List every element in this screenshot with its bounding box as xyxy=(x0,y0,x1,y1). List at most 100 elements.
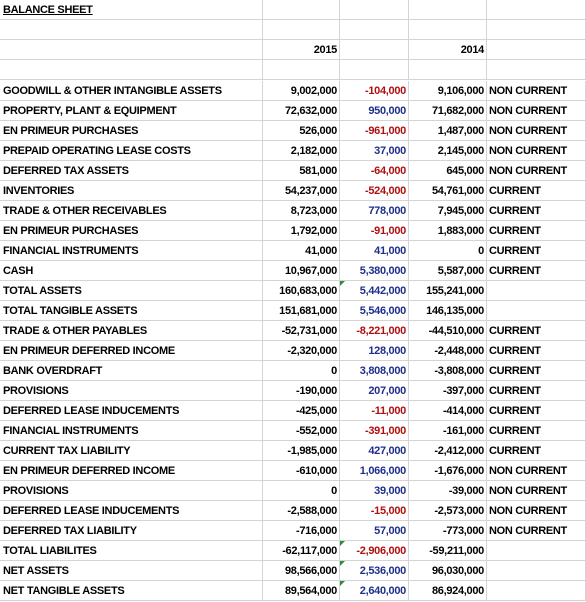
empty-cell[interactable] xyxy=(340,60,409,80)
asset-type[interactable]: CURRENT xyxy=(487,441,586,461)
change-value[interactable]: 41,000 xyxy=(340,241,409,261)
asset-type[interactable] xyxy=(487,541,586,561)
value-2014[interactable]: 155,241,000 xyxy=(409,281,487,301)
value-2014[interactable]: 86,924,000 xyxy=(409,581,487,601)
change-value[interactable]: -104,000 xyxy=(340,81,409,101)
row-label[interactable]: TRADE & OTHER PAYABLES xyxy=(0,321,263,341)
value-2014[interactable]: -44,510,000 xyxy=(409,321,487,341)
row-label[interactable]: PROVISIONS xyxy=(0,481,263,501)
value-2015[interactable]: 526,000 xyxy=(263,121,340,141)
change-value[interactable]: -15,000 xyxy=(340,501,409,521)
change-value[interactable]: 57,000 xyxy=(340,521,409,541)
value-2014[interactable]: -3,808,000 xyxy=(409,361,487,381)
empty-cell[interactable] xyxy=(487,0,586,20)
change-value[interactable]: -2,906,000 xyxy=(340,541,409,561)
value-2015[interactable]: 54,237,000 xyxy=(263,181,340,201)
change-value[interactable]: 950,000 xyxy=(340,101,409,121)
value-2014[interactable]: 96,030,000 xyxy=(409,561,487,581)
value-2015[interactable]: 98,566,000 xyxy=(263,561,340,581)
value-2014[interactable]: -2,573,000 xyxy=(409,501,487,521)
value-2015[interactable]: 1,792,000 xyxy=(263,221,340,241)
row-label[interactable]: NET ASSETS xyxy=(0,561,263,581)
change-value[interactable]: 778,000 xyxy=(340,201,409,221)
change-value[interactable]: -961,000 xyxy=(340,121,409,141)
change-value[interactable]: -11,000 xyxy=(340,401,409,421)
value-2014[interactable]: 1,487,000 xyxy=(409,121,487,141)
empty-cell[interactable] xyxy=(0,20,263,40)
empty-cell[interactable] xyxy=(487,20,586,40)
value-2015[interactable]: 0 xyxy=(263,481,340,501)
value-2015[interactable]: 41,000 xyxy=(263,241,340,261)
row-label[interactable]: PROPERTY, PLANT & EQUIPMENT xyxy=(0,101,263,121)
row-label[interactable]: CASH xyxy=(0,261,263,281)
value-2015[interactable]: -190,000 xyxy=(263,381,340,401)
value-2014[interactable]: -39,000 xyxy=(409,481,487,501)
value-2015[interactable]: 72,632,000 xyxy=(263,101,340,121)
asset-type[interactable]: CURRENT xyxy=(487,241,586,261)
row-label[interactable]: DEFERRED TAX ASSETS xyxy=(0,161,263,181)
asset-type[interactable]: CURRENT xyxy=(487,201,586,221)
asset-type[interactable] xyxy=(487,281,586,301)
asset-type[interactable]: CURRENT xyxy=(487,361,586,381)
change-value[interactable]: 427,000 xyxy=(340,441,409,461)
value-2015[interactable]: 160,683,000 xyxy=(263,281,340,301)
change-value[interactable]: 128,000 xyxy=(340,341,409,361)
row-label[interactable]: FINANCIAL INSTRUMENTS xyxy=(0,241,263,261)
value-2014[interactable]: 7,945,000 xyxy=(409,201,487,221)
empty-cell[interactable] xyxy=(263,60,340,80)
value-2015[interactable]: 89,564,000 xyxy=(263,581,340,601)
change-value[interactable]: 3,808,000 xyxy=(340,361,409,381)
value-2015[interactable]: -610,000 xyxy=(263,461,340,481)
change-value[interactable]: 37,000 xyxy=(340,141,409,161)
empty-cell[interactable] xyxy=(487,40,586,60)
value-2014[interactable]: 1,883,000 xyxy=(409,221,487,241)
empty-cell[interactable] xyxy=(263,0,340,20)
change-value[interactable]: 1,066,000 xyxy=(340,461,409,481)
asset-type[interactable]: CURRENT xyxy=(487,381,586,401)
asset-type[interactable]: CURRENT xyxy=(487,401,586,421)
row-label[interactable]: TOTAL TANGIBLE ASSETS xyxy=(0,301,263,321)
value-2014[interactable]: -2,412,000 xyxy=(409,441,487,461)
column-header-2014[interactable]: 2014 xyxy=(409,40,487,60)
empty-cell[interactable] xyxy=(409,20,487,40)
value-2015[interactable]: -552,000 xyxy=(263,421,340,441)
value-2015[interactable]: 0 xyxy=(263,361,340,381)
row-label[interactable]: CURRENT TAX LIABILITY xyxy=(0,441,263,461)
value-2015[interactable]: -52,731,000 xyxy=(263,321,340,341)
row-label[interactable]: EN PRIMEUR PURCHASES xyxy=(0,221,263,241)
value-2015[interactable]: -716,000 xyxy=(263,521,340,541)
asset-type[interactable]: NON CURRENT xyxy=(487,101,586,121)
change-value[interactable]: 2,536,000 xyxy=(340,561,409,581)
empty-cell[interactable] xyxy=(0,40,263,60)
change-value[interactable]: -91,000 xyxy=(340,221,409,241)
value-2015[interactable]: 9,002,000 xyxy=(263,81,340,101)
value-2014[interactable]: -59,211,000 xyxy=(409,541,487,561)
value-2015[interactable]: -62,117,000 xyxy=(263,541,340,561)
row-label[interactable]: GOODWILL & OTHER INTANGIBLE ASSETS xyxy=(0,81,263,101)
asset-type[interactable] xyxy=(487,581,586,601)
empty-cell[interactable] xyxy=(340,20,409,40)
value-2014[interactable]: -773,000 xyxy=(409,521,487,541)
change-value[interactable]: 39,000 xyxy=(340,481,409,501)
asset-type[interactable]: CURRENT xyxy=(487,321,586,341)
asset-type[interactable]: NON CURRENT xyxy=(487,461,586,481)
change-value[interactable]: 5,442,000 xyxy=(340,281,409,301)
empty-cell[interactable] xyxy=(409,0,487,20)
row-label[interactable]: TRADE & OTHER RECEIVABLES xyxy=(0,201,263,221)
asset-type[interactable]: CURRENT xyxy=(487,181,586,201)
change-value[interactable]: 5,380,000 xyxy=(340,261,409,281)
row-label[interactable]: DEFERRED LEASE INDUCEMENTS xyxy=(0,501,263,521)
empty-cell[interactable] xyxy=(263,20,340,40)
row-label[interactable]: PREPAID OPERATING LEASE COSTS xyxy=(0,141,263,161)
column-header-2015[interactable]: 2015 xyxy=(263,40,340,60)
asset-type[interactable] xyxy=(487,561,586,581)
asset-type[interactable]: NON CURRENT xyxy=(487,121,586,141)
value-2015[interactable]: -2,320,000 xyxy=(263,341,340,361)
value-2015[interactable]: -2,588,000 xyxy=(263,501,340,521)
asset-type[interactable]: CURRENT xyxy=(487,221,586,241)
value-2014[interactable]: 54,761,000 xyxy=(409,181,487,201)
change-value[interactable]: 207,000 xyxy=(340,381,409,401)
row-label[interactable]: INVENTORIES xyxy=(0,181,263,201)
row-label[interactable]: FINANCIAL INSTRUMENTS xyxy=(0,421,263,441)
value-2014[interactable]: 71,682,000 xyxy=(409,101,487,121)
